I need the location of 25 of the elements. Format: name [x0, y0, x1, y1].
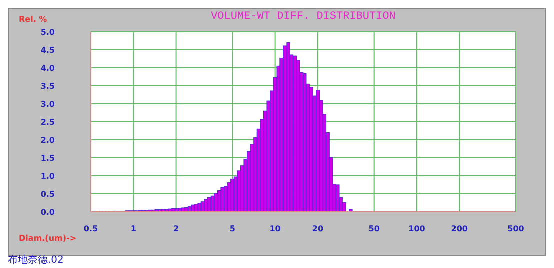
y-tick-label: 5.0	[40, 28, 56, 37]
y-tick-label: 0.0	[40, 208, 56, 217]
x-tick-label: 1	[130, 224, 137, 234]
chart-title: VOLUME-WT DIFF. DISTRIBUTION	[210, 11, 397, 23]
x-tick-label: 2	[174, 224, 180, 234]
x-tick-label: 100	[408, 224, 426, 234]
y-tick-label: 2.5	[40, 118, 56, 127]
y-tick-label: 1.5	[40, 154, 56, 163]
y-tick-label: 1.0	[40, 172, 56, 181]
y-tick-label: 0.5	[40, 190, 56, 199]
x-tick-label: 500	[508, 224, 525, 234]
y-axis-title: Rel. %	[19, 15, 48, 24]
y-tick-label: 4.0	[40, 64, 56, 73]
y-tick-label: 4.5	[40, 46, 56, 55]
x-tick-label: 20	[312, 224, 324, 234]
x-tick-label: 10	[270, 224, 282, 234]
text: 布地奈德.02	[8, 255, 64, 267]
x-tick-label: 0.5	[84, 224, 99, 234]
y-tick-label: 2.0	[40, 136, 56, 145]
y-tick-label: 3.5	[40, 82, 56, 91]
y-tick-label: 3.0	[40, 100, 56, 109]
x-tick-label: 50	[368, 224, 380, 234]
x-axis-title: Diam.(um)->	[19, 234, 77, 243]
x-tick-label: 200	[451, 224, 468, 234]
x-tick-label: 5	[230, 224, 236, 234]
